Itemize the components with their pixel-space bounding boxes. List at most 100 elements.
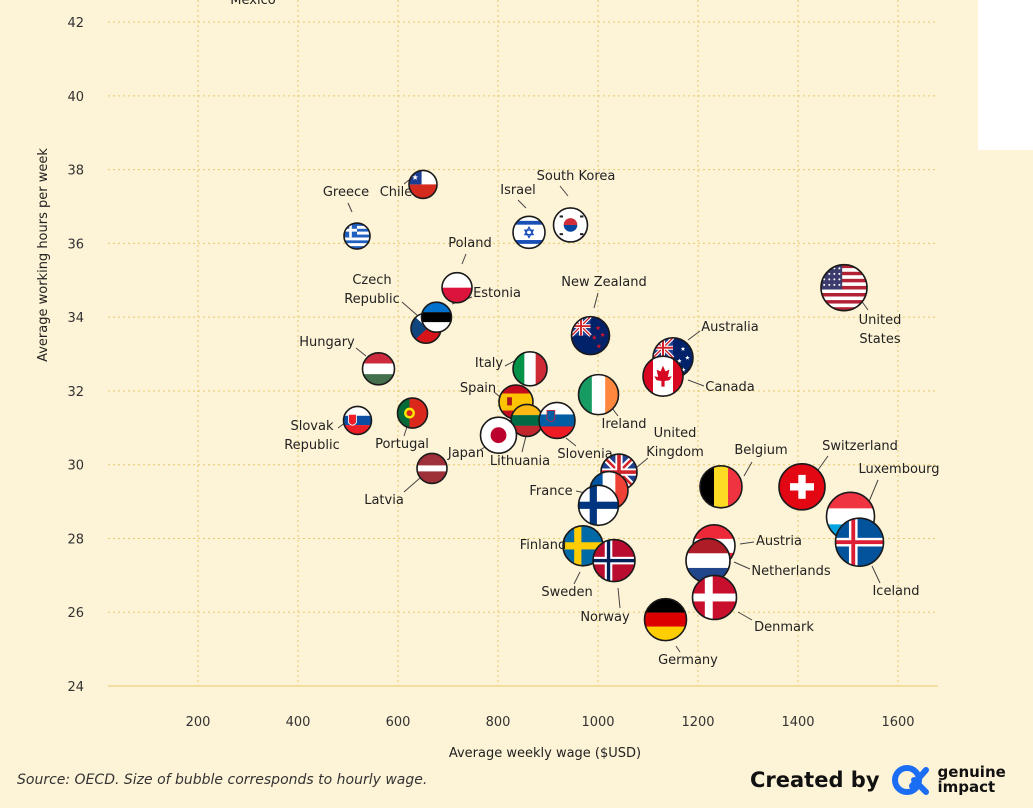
leader-australia xyxy=(687,330,701,341)
label-belgium: Belgium xyxy=(734,443,787,458)
bubble-new-zealand xyxy=(570,315,611,356)
leader-iceland xyxy=(871,565,881,584)
x-tick-label: 1000 xyxy=(581,715,614,730)
label-portugal: Portugal xyxy=(375,437,429,452)
y-axis-title: Average working hours per week xyxy=(36,148,51,362)
leader-switzerland xyxy=(817,455,829,471)
bubble-denmark xyxy=(691,574,738,621)
label-sweden: Sweden xyxy=(541,585,592,600)
bubble-belgium xyxy=(699,465,743,509)
bubble-latvia xyxy=(416,452,448,485)
label-switzerland: Switzerland xyxy=(822,439,898,454)
leader-united-kingdom xyxy=(635,457,649,469)
bubble-norway xyxy=(592,538,636,583)
bubble-slovak-republic xyxy=(342,405,373,436)
label-japan: Japan xyxy=(447,446,484,461)
brand-name: genuine impact xyxy=(938,765,1016,795)
y-tick-label: 32 xyxy=(67,385,84,400)
leader-latvia xyxy=(403,477,421,493)
brand-line-2: impact xyxy=(937,778,996,796)
leader-germany xyxy=(675,645,681,653)
label-latvia: Latvia xyxy=(364,493,404,508)
leader-denmark xyxy=(737,611,753,621)
leader-norway xyxy=(617,587,621,609)
leader-belgium xyxy=(743,461,753,477)
label-netherlands: Netherlands xyxy=(751,564,830,579)
genuine-impact-logo-icon xyxy=(891,765,929,795)
x-axis-title: Average weekly wage ($USD) xyxy=(449,746,641,761)
label-norway: Norway xyxy=(580,610,630,625)
bubble-greece xyxy=(343,222,371,250)
grid-layer xyxy=(108,0,938,687)
bubble-japan xyxy=(479,416,518,455)
bubble-finland xyxy=(577,484,620,527)
bubble-ireland xyxy=(577,373,620,416)
y-tick-label: 30 xyxy=(67,459,84,474)
label-united-kingdom-line2: Kingdom xyxy=(646,445,704,460)
leader-luxembourg xyxy=(867,479,879,505)
bubble-canada xyxy=(642,355,684,397)
leader-austria xyxy=(739,541,755,545)
label-slovak-republic-line2: Republic xyxy=(284,438,340,453)
label-iceland: Iceland xyxy=(872,584,919,599)
leader-canada xyxy=(687,379,705,387)
label-finland: Finland xyxy=(520,538,566,553)
label-estonia: Estonia xyxy=(473,286,521,301)
y-tick-label: 40 xyxy=(67,90,84,105)
leader-czech-republic xyxy=(401,301,419,317)
leader-new-zealand xyxy=(593,292,599,309)
y-tick-label: 36 xyxy=(67,237,84,252)
y-tick-label: 26 xyxy=(67,606,84,621)
label-south-korea: South Korea xyxy=(537,169,616,184)
label-new-zealand: New Zealand xyxy=(561,275,646,290)
label-chile: Chile xyxy=(380,185,413,200)
x-tick-label: 1200 xyxy=(681,715,714,730)
label-denmark: Denmark xyxy=(754,620,814,635)
label-luxembourg: Luxembourg xyxy=(858,462,939,477)
credit-text: Created by xyxy=(750,768,880,792)
label-italy: Italy xyxy=(475,356,504,371)
leader-lithuania xyxy=(521,435,527,453)
bubble-slovenia xyxy=(538,401,576,440)
x-tick-label: 1400 xyxy=(781,715,814,730)
bubble-portugal xyxy=(396,397,429,429)
label-slovenia: Slovenia xyxy=(557,447,612,462)
bubble-estonia xyxy=(420,301,453,333)
bubble-united-states xyxy=(820,263,868,312)
leader-slovenia xyxy=(565,437,577,447)
leader-greece xyxy=(347,202,353,213)
source-note: Source: OECD. Size of bubble corresponds… xyxy=(17,772,428,788)
x-tick-label: 600 xyxy=(386,715,411,730)
label-australia: Australia xyxy=(701,320,759,335)
label-poland: Poland xyxy=(448,236,491,251)
label-ireland: Ireland xyxy=(602,417,647,432)
bubble-south-korea xyxy=(552,207,589,243)
bubble-poland xyxy=(441,271,473,304)
x-tick-label: 200 xyxy=(186,715,211,730)
leader-poland xyxy=(461,253,467,265)
x-tick-label: 800 xyxy=(486,715,511,730)
bubble-layer xyxy=(342,169,885,642)
label-lithuania: Lithuania xyxy=(490,454,550,469)
label-slovak-republic: Slovak xyxy=(290,419,333,434)
bubble-germany xyxy=(643,597,688,642)
y-tick-label: 38 xyxy=(67,164,84,179)
bubble-hungary xyxy=(361,352,396,386)
label-germany: Germany xyxy=(658,653,718,668)
x-tick-label: 400 xyxy=(286,715,311,730)
brand-line-1: genuine xyxy=(937,763,1006,781)
label-hungary: Hungary xyxy=(299,335,355,350)
label-united-states: United xyxy=(859,313,902,328)
bubble-israel xyxy=(512,215,546,250)
label-united-kingdom: United xyxy=(654,426,697,441)
credit-block: Created by genuine impact xyxy=(750,762,1016,798)
label-mexico: Mexico xyxy=(230,0,275,8)
bubble-italy xyxy=(512,351,548,387)
leader-south-korea xyxy=(559,185,569,197)
bubble-chile xyxy=(408,169,438,200)
leader-hungary xyxy=(355,347,367,357)
label-united-states-line2: States xyxy=(859,332,900,347)
corner-panel xyxy=(978,0,1033,150)
y-tick-label: 42 xyxy=(67,16,84,31)
